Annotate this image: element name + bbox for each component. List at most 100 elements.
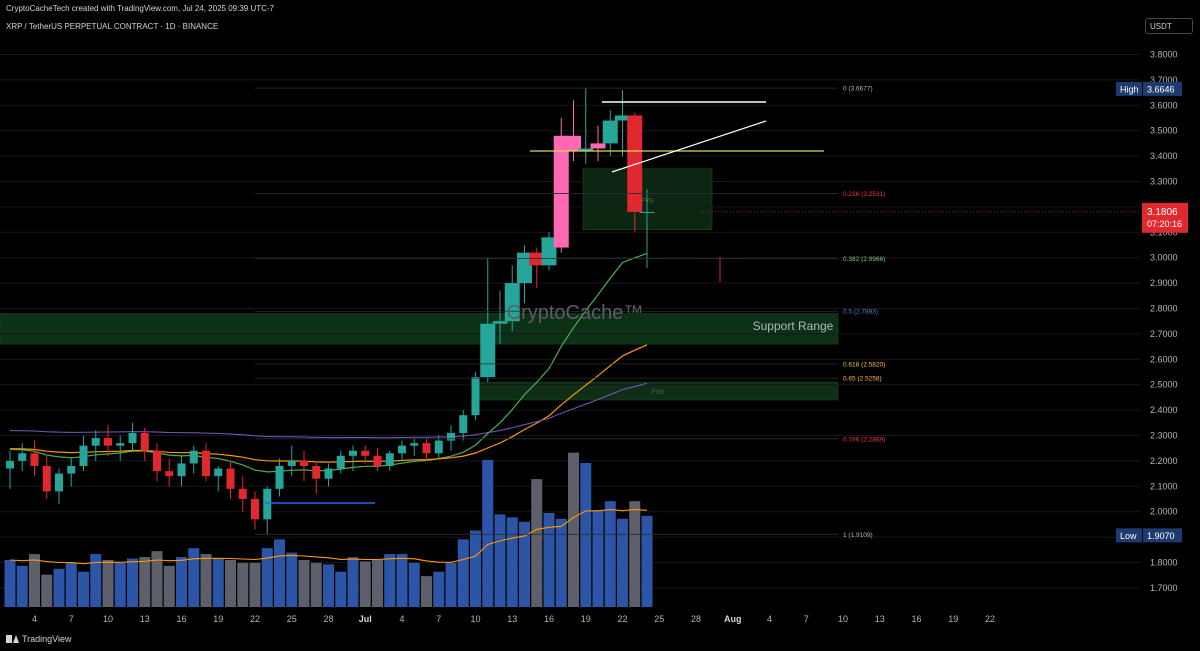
candle-body bbox=[471, 377, 480, 416]
candle-body bbox=[639, 211, 655, 213]
volume-bar bbox=[457, 539, 469, 607]
volume-bar bbox=[372, 559, 383, 607]
candle-body bbox=[263, 488, 272, 520]
volume-bar bbox=[102, 559, 114, 607]
candle-body bbox=[202, 450, 210, 477]
candle-body bbox=[553, 135, 569, 248]
candle-body bbox=[349, 450, 357, 456]
candle-body bbox=[529, 252, 545, 266]
volume-bar bbox=[604, 501, 616, 607]
volume-bar bbox=[41, 574, 53, 607]
current-price-box bbox=[1142, 202, 1188, 233]
volume-bar bbox=[335, 571, 347, 607]
time-tick-19: 19 bbox=[213, 614, 223, 624]
candle-body bbox=[128, 432, 137, 444]
fib-layer: 0 (3.6677) 0.236 (3.2531) 0.382 (2.9966) 0.… bbox=[255, 86, 885, 539]
candle-body bbox=[79, 445, 88, 466]
candle-body bbox=[373, 455, 382, 466]
fib-label-0.65: 0.65 (2.5258) bbox=[843, 376, 882, 383]
volume-bar bbox=[421, 576, 432, 607]
price-tick-3.7000: 3.7000 bbox=[1150, 75, 1178, 85]
zones-layer: FVG FVG bbox=[0, 168, 839, 401]
high-tag-box bbox=[1116, 81, 1142, 96]
volume-bar bbox=[286, 552, 298, 607]
volume-bar bbox=[433, 571, 445, 607]
volume-bar bbox=[408, 562, 420, 607]
time-tick-22: 22 bbox=[617, 614, 627, 624]
high-tag-label: High bbox=[1120, 84, 1139, 94]
symbol-title[interactable]: XRP / TetherUS PERPETUAL CONTRACT · 1D ·… bbox=[6, 22, 219, 31]
candle-body bbox=[116, 443, 125, 446]
volume-bar bbox=[151, 551, 163, 607]
volume-bar bbox=[65, 562, 77, 607]
time-tick-10: 10 bbox=[470, 614, 480, 624]
volume-layer bbox=[4, 452, 653, 607]
candle-body bbox=[140, 432, 149, 451]
candle-body bbox=[104, 438, 112, 446]
support-range-label: Support Range bbox=[753, 319, 834, 333]
candle-body bbox=[287, 460, 296, 466]
volume-bar bbox=[519, 521, 530, 607]
time-tick-13: 13 bbox=[140, 614, 150, 624]
time-tick-22: 22 bbox=[250, 614, 260, 624]
volume-bar bbox=[4, 559, 16, 607]
price-tick-3.8000: 3.8000 bbox=[1150, 50, 1178, 60]
volume-bar bbox=[396, 554, 408, 607]
price-axis[interactable]: 3.80003.70003.60003.50003.40003.30003.20… bbox=[700, 50, 1188, 593]
ema-purple-line bbox=[9, 382, 648, 439]
price-tick-2.6000: 2.6000 bbox=[1150, 354, 1178, 364]
candle-body bbox=[238, 488, 247, 499]
volume-bar bbox=[298, 559, 310, 607]
candle-body bbox=[324, 468, 333, 479]
time-tick-25: 25 bbox=[287, 614, 297, 624]
candle-body bbox=[153, 450, 161, 472]
zone-label-fvg-upper: FVG bbox=[641, 198, 654, 204]
volume-bar bbox=[163, 565, 175, 607]
fib-label-0: 0 (3.6677) bbox=[843, 86, 873, 93]
fib-label-0.382: 0.382 (2.9966) bbox=[843, 256, 885, 263]
time-tick-19: 19 bbox=[581, 614, 591, 624]
high-value-box bbox=[1143, 81, 1182, 96]
candle-body bbox=[6, 460, 14, 469]
candle-body bbox=[627, 115, 643, 212]
current-price-value: 3.1806 bbox=[1147, 207, 1178, 218]
tradingview-logo[interactable]: TradingView bbox=[6, 634, 72, 644]
price-tick-3.5000: 3.5000 bbox=[1150, 126, 1178, 136]
tradingview-icon bbox=[6, 635, 19, 643]
volume-bar bbox=[139, 557, 151, 607]
currency-selector[interactable]: USDT bbox=[1145, 18, 1193, 34]
time-tick-7: 7 bbox=[804, 614, 809, 624]
zone-support-range bbox=[0, 313, 839, 345]
volume-bar bbox=[114, 562, 126, 607]
volume-bar bbox=[249, 562, 261, 607]
time-tick-7: 7 bbox=[436, 614, 441, 624]
candle-body bbox=[385, 453, 394, 466]
fib-label-0.786: 0.786 (2.2869) bbox=[843, 436, 885, 443]
low-tag-box bbox=[1116, 528, 1142, 543]
time-tick-Jul: Jul bbox=[359, 614, 372, 624]
volume-bar bbox=[347, 557, 359, 607]
time-axis[interactable]: 4 7 10 13 16 19 22 25 28 Jul 4 7 10 13 16 19 22 25 28 Aug 4 7… bbox=[32, 614, 995, 624]
volume-bar bbox=[127, 558, 138, 607]
price-tick-2.5000: 2.5000 bbox=[1150, 380, 1178, 390]
zone-label-fvg-lower: FVG bbox=[652, 390, 665, 396]
candle-body bbox=[18, 453, 27, 461]
price-tick-3.0000: 3.0000 bbox=[1150, 253, 1178, 263]
candle-body bbox=[517, 252, 532, 284]
current-price-countdown: 07:20:16 bbox=[1147, 219, 1182, 229]
price-tick-3.3000: 3.3000 bbox=[1150, 177, 1178, 187]
volume-bar bbox=[555, 518, 567, 607]
price-tick-2.9000: 2.9000 bbox=[1150, 278, 1178, 288]
price-tick-2.1000: 2.1000 bbox=[1150, 481, 1178, 491]
fib-label-0.618: 0.618 (2.5820) bbox=[843, 361, 885, 368]
candle-body bbox=[67, 465, 76, 474]
trendline-rising[interactable] bbox=[611, 120, 767, 173]
watermark: CryptoCache™ bbox=[507, 302, 644, 324]
volume-bar bbox=[531, 479, 543, 607]
low-value-box bbox=[1143, 528, 1182, 543]
volume-bar bbox=[323, 564, 334, 607]
fib-label-0.236: 0.236 (3.2531) bbox=[843, 191, 885, 198]
price-tick-2.4000: 2.4000 bbox=[1150, 405, 1178, 415]
time-tick-7: 7 bbox=[69, 614, 74, 624]
